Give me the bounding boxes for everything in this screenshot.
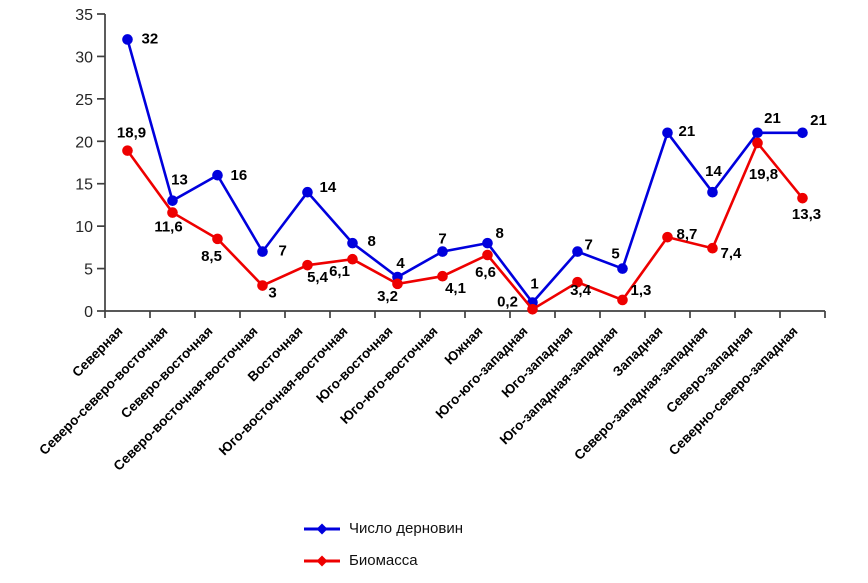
y-tick-label: 25 bbox=[75, 92, 93, 109]
data-point-label: 5,4 bbox=[307, 269, 329, 286]
data-point-marker bbox=[707, 242, 718, 254]
data-point-label: 1 bbox=[530, 276, 538, 293]
data-point-label: 8 bbox=[368, 233, 376, 250]
data-point-label: 14 bbox=[320, 179, 337, 196]
data-point-marker bbox=[482, 237, 493, 249]
legend-line-marker-icon bbox=[304, 523, 340, 534]
data-point-label: 6,1 bbox=[329, 263, 350, 280]
data-point-label: 8,5 bbox=[201, 248, 222, 265]
data-point-label: 6,6 bbox=[475, 264, 496, 281]
data-point-marker bbox=[797, 192, 808, 204]
data-point-label: 4,1 bbox=[445, 280, 466, 297]
y-tick-label: 0 bbox=[84, 304, 93, 321]
data-point-label: 18,9 bbox=[117, 125, 146, 142]
data-point-label: 1,3 bbox=[631, 282, 652, 299]
data-point-label: 3 bbox=[268, 285, 276, 302]
x-category-label: Северо-западная bbox=[663, 324, 755, 416]
data-point-marker bbox=[257, 246, 268, 257]
data-point-label: 8,7 bbox=[677, 226, 698, 243]
y-tick-label: 5 bbox=[84, 262, 93, 279]
series-line-1 bbox=[126, 140, 804, 311]
data-point-marker bbox=[167, 195, 178, 206]
legend-line-marker-icon bbox=[304, 555, 340, 566]
series-line-0 bbox=[126, 39, 803, 305]
data-point-label: 14 bbox=[705, 163, 722, 180]
x-category-label: Южная bbox=[442, 324, 486, 368]
data-point-label: 16 bbox=[231, 167, 248, 184]
chart-legend: Число дерновин Биомасса bbox=[303, 521, 463, 568]
data-point-label: 7 bbox=[585, 237, 593, 254]
data-point-marker bbox=[437, 246, 448, 257]
y-tick-label: 20 bbox=[75, 134, 93, 151]
data-point-label: 7 bbox=[438, 231, 446, 248]
y-tick-label: 35 bbox=[75, 7, 93, 24]
data-point-marker bbox=[662, 127, 673, 139]
data-point-marker bbox=[617, 294, 628, 306]
legend-label-series-0: Число дерновин bbox=[349, 520, 464, 537]
data-point-marker bbox=[392, 278, 403, 290]
data-point-label: 19,8 bbox=[749, 166, 778, 183]
data-point-label: 32 bbox=[142, 30, 159, 47]
y-tick-label: 15 bbox=[75, 177, 93, 194]
data-point-marker bbox=[572, 246, 583, 257]
y-tick-label: 30 bbox=[75, 49, 93, 66]
data-point-marker bbox=[167, 207, 178, 218]
data-point-marker bbox=[752, 127, 763, 139]
data-point-label: 13 bbox=[171, 172, 188, 189]
data-point-marker bbox=[302, 186, 313, 198]
data-point-marker bbox=[617, 263, 628, 274]
data-point-marker bbox=[437, 270, 448, 282]
data-point-label: 21 bbox=[810, 112, 827, 129]
data-point-label: 11,6 bbox=[154, 219, 182, 236]
data-point-marker bbox=[212, 233, 223, 245]
y-tick-label: 10 bbox=[75, 219, 93, 236]
data-point-label: 3,4 bbox=[570, 282, 592, 299]
data-point-marker bbox=[752, 137, 763, 149]
data-point-label: 4 bbox=[396, 255, 405, 272]
data-point-marker bbox=[122, 34, 133, 45]
data-point-marker bbox=[122, 145, 133, 156]
data-point-marker bbox=[527, 304, 538, 315]
data-point-marker bbox=[302, 259, 313, 271]
legend-label-series-1: Биомасса bbox=[349, 552, 418, 569]
data-point-marker bbox=[482, 249, 493, 261]
data-point-label: 21 bbox=[764, 110, 781, 127]
data-point-label: 5 bbox=[611, 246, 619, 263]
data-point-marker bbox=[257, 280, 268, 291]
data-point-marker bbox=[707, 186, 718, 198]
data-point-label: 13,3 bbox=[792, 206, 821, 223]
legend-item-series-0: Число дерновин bbox=[303, 521, 463, 536]
data-point-label: 3,2 bbox=[377, 288, 398, 305]
data-point-marker bbox=[212, 169, 223, 181]
data-point-marker bbox=[662, 231, 673, 243]
data-point-marker bbox=[347, 237, 358, 249]
data-point-label: 7,4 bbox=[721, 245, 743, 262]
data-point-marker bbox=[347, 253, 358, 265]
data-point-marker bbox=[572, 276, 583, 288]
x-category-label: Юго-восточная bbox=[313, 324, 395, 406]
legend-item-series-1: Биомасса bbox=[303, 553, 463, 568]
data-point-label: 21 bbox=[679, 123, 696, 140]
data-point-label: 0,2 bbox=[497, 293, 518, 310]
data-point-marker bbox=[797, 127, 808, 139]
data-point-label: 8 bbox=[496, 225, 504, 242]
data-point-label: 7 bbox=[279, 243, 287, 260]
